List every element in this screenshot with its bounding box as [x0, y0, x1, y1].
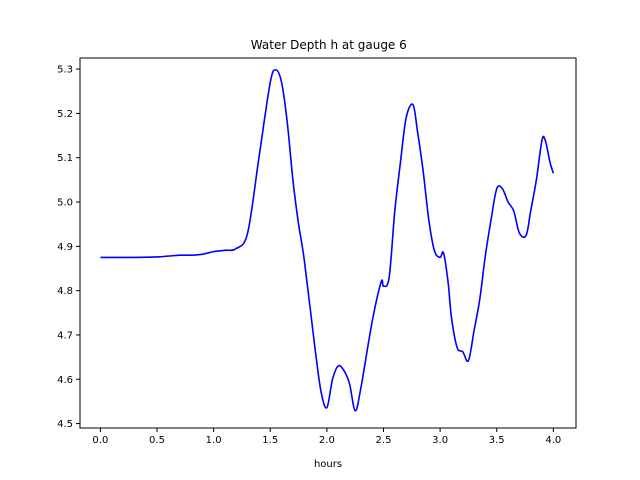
chart-title: Water Depth h at gauge 6: [251, 38, 407, 52]
y-tick-label: 4.7: [57, 330, 73, 341]
x-tick-label: 1.5: [262, 435, 278, 446]
x-tick-label: 2.0: [319, 435, 335, 446]
y-axis: 4.5 4.6 4.7 4.8 4.9 5.0 5.1 5.2 5.3: [57, 65, 80, 430]
y-tick-label: 5.1: [57, 153, 73, 164]
x-tick-label: 4.0: [545, 435, 561, 446]
series-line: [100, 69, 555, 412]
y-tick-label: 4.8: [57, 286, 73, 297]
y-tick-label: 4.5: [57, 419, 73, 430]
plot-frame: [79, 57, 577, 429]
x-axis-label: hours: [314, 459, 342, 470]
y-tick-label: 5.2: [57, 109, 73, 120]
x-axis: 0.0 0.5 1.0 1.5 2.0 2.5 3.0 3.5 4.0: [92, 428, 561, 446]
x-tick-label: 3.5: [489, 435, 505, 446]
y-tick-label: 4.6: [57, 375, 73, 386]
x-tick-label: 0.5: [149, 435, 165, 446]
y-tick-label: 5.3: [57, 65, 73, 76]
y-tick-label: 5.0: [57, 198, 73, 209]
plot-area: [100, 69, 555, 412]
x-tick-label: 0.0: [92, 435, 108, 446]
x-tick-label: 3.0: [432, 435, 448, 446]
y-tick-label: 4.9: [57, 242, 73, 253]
x-tick-label: 2.5: [376, 435, 392, 446]
x-tick-label: 1.0: [206, 435, 222, 446]
